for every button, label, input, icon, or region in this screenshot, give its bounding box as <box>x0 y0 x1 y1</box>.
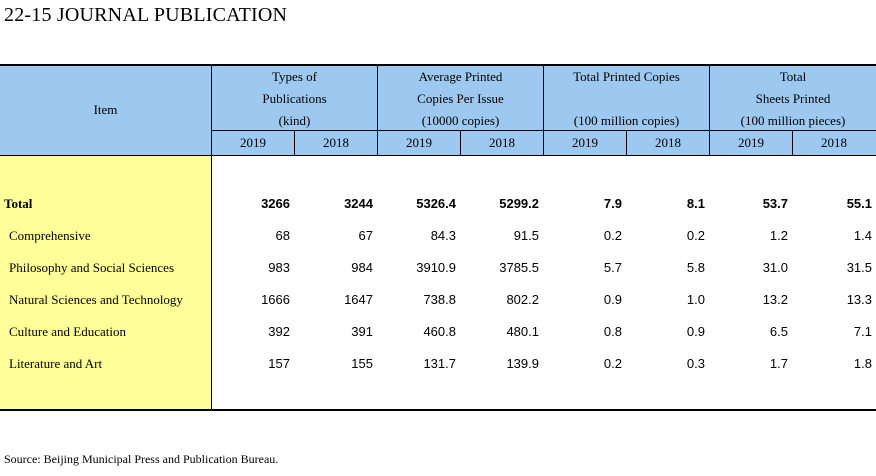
table-cell: 3266 <box>261 196 290 211</box>
header-line: Total <box>779 69 807 84</box>
table-cell: 157 <box>268 356 290 371</box>
table-cell: 1.2 <box>769 228 788 243</box>
table-cell: 0.3 <box>686 356 705 371</box>
header-line: Sheets Printed <box>755 91 831 106</box>
header-bottom-line <box>0 155 876 156</box>
year-label: 2018 <box>821 135 847 150</box>
table-cell: 738.8 <box>423 292 456 307</box>
header-line: Total Printed Copies <box>573 69 680 84</box>
table-cell: 0.9 <box>686 324 705 339</box>
table-cell: 0.8 <box>603 324 622 339</box>
year-label: 2019 <box>406 135 432 150</box>
year-label: 2019 <box>240 135 266 150</box>
table-cell: 31.0 <box>762 260 788 275</box>
table-cell: 802.2 <box>506 292 539 307</box>
table-cell: 392 <box>268 324 290 339</box>
row-label: Total <box>4 196 33 211</box>
column-divider <box>543 66 544 155</box>
row-label: Comprehensive <box>9 228 91 243</box>
header-line: Average Printed <box>418 69 503 84</box>
header-line: (kind) <box>278 113 311 128</box>
header-line: Publications <box>262 91 327 106</box>
table-cell: 391 <box>351 324 373 339</box>
table-cell: 7.9 <box>603 196 622 211</box>
table-cell: 1.8 <box>853 356 872 371</box>
header-line: (10000 copies) <box>421 113 500 128</box>
table-cell: 5326.4 <box>416 196 456 211</box>
table-cell: 984 <box>351 260 373 275</box>
table-cell: 84.3 <box>430 228 456 243</box>
row-label: Culture and Education <box>9 324 126 339</box>
page-title: 22-15 JOURNAL PUBLICATION <box>4 4 288 26</box>
table-cell: 68 <box>275 228 290 243</box>
row-label: Literature and Art <box>9 356 103 371</box>
year-divider <box>792 130 793 155</box>
header-line: (100 million pieces) <box>740 113 846 128</box>
row-label: Philosophy and Social Sciences <box>9 260 175 275</box>
table-cell: 0.9 <box>603 292 622 307</box>
year-divider <box>460 130 461 155</box>
table-cell: 55.1 <box>846 196 872 211</box>
table-cell: 3244 <box>344 196 373 211</box>
table-cell: 13.3 <box>846 292 872 307</box>
table-top-rule <box>0 64 876 66</box>
table-cell: 0.2 <box>603 356 622 371</box>
table-cell: 13.2 <box>762 292 788 307</box>
header-line: (100 million copies) <box>573 113 680 128</box>
year-divider <box>294 130 295 155</box>
year-label: 2018 <box>323 135 349 150</box>
table-header <box>0 66 876 155</box>
table-cell: 5.8 <box>686 260 705 275</box>
table-cell: 7.1 <box>853 324 872 339</box>
source-note: Source: Beijing Municipal Press and Publ… <box>4 452 279 466</box>
row-label-column <box>0 156 211 409</box>
table-cell: 1.7 <box>769 356 788 371</box>
table-cell: 5299.2 <box>499 196 539 211</box>
header-item: Item <box>93 102 118 117</box>
table-cell: 3785.5 <box>499 260 539 275</box>
column-divider <box>377 66 378 155</box>
table-cell: 8.1 <box>686 196 705 211</box>
table-cell: 91.5 <box>513 228 539 243</box>
table-cell: 6.5 <box>769 324 788 339</box>
year-label: 2019 <box>738 135 764 150</box>
table-cell: 139.9 <box>506 356 539 371</box>
table-cell: 67 <box>358 228 373 243</box>
year-divider <box>626 130 627 155</box>
table-cell: 0.2 <box>603 228 622 243</box>
table-cell: 155 <box>351 356 373 371</box>
table-cell: 983 <box>268 260 290 275</box>
table-cell: 131.7 <box>423 356 456 371</box>
table-cell: 1.4 <box>853 228 872 243</box>
table-cell: 31.5 <box>846 260 872 275</box>
table-cell: 1647 <box>344 292 373 307</box>
year-label: 2018 <box>655 135 681 150</box>
table-cell: 1666 <box>261 292 290 307</box>
column-divider <box>709 66 710 155</box>
table-cell: 1.0 <box>686 292 705 307</box>
table-cell: 3910.9 <box>416 260 456 275</box>
header-line: Types of <box>272 69 317 84</box>
table-cell: 460.8 <box>423 324 456 339</box>
table-cell: 480.1 <box>506 324 539 339</box>
year-label: 2019 <box>572 135 598 150</box>
header-line: Copies Per Issue <box>417 91 504 106</box>
table-cell: 0.2 <box>686 228 705 243</box>
table-bottom-rule <box>0 409 876 411</box>
year-label: 2018 <box>489 135 515 150</box>
stub-divider <box>211 66 212 409</box>
table-cell: 53.7 <box>762 196 788 211</box>
table-cell: 5.7 <box>603 260 622 275</box>
row-label: Natural Sciences and Technology <box>9 292 183 307</box>
